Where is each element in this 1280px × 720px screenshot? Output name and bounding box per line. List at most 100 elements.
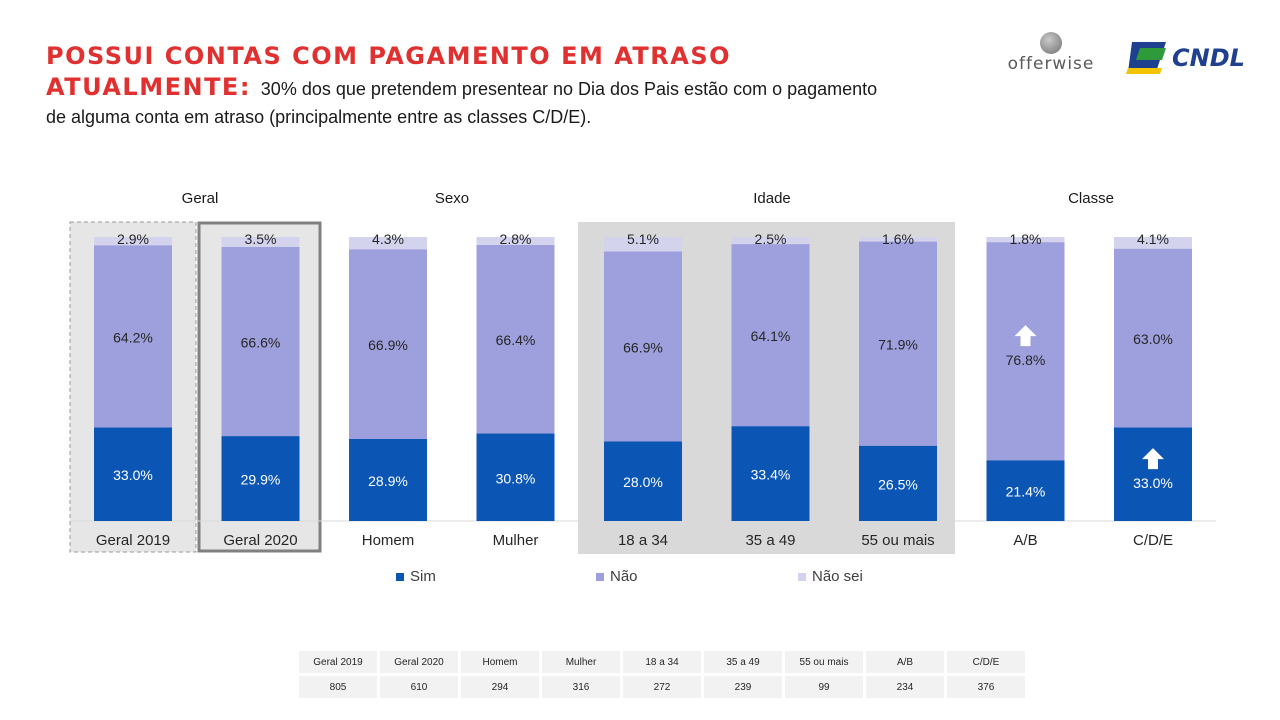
category-label-a-b: A/B	[1013, 532, 1037, 549]
table-header-cell: A/B	[863, 648, 947, 676]
data-label-nao-sei-55-ou-mais: 1.6%	[882, 231, 914, 247]
bar-segment-nao-homem	[349, 249, 427, 440]
bar-segment-sim-geral-2019	[94, 427, 172, 521]
title-block: POSSUI CONTAS COM PAGAMENTO EM ATRASO AT…	[46, 40, 986, 130]
legend-label-nao: Não	[610, 568, 638, 585]
offerwise-logo: offerwise	[996, 32, 1106, 78]
group-label-sexo: Sexo	[434, 190, 470, 207]
data-label-nao-sei-c-d-e: 4.1%	[1137, 231, 1169, 247]
data-label-sim-55-ou-mais: 26.5%	[878, 476, 918, 492]
bar-segment-nao-mulher	[476, 244, 555, 434]
data-label-sim-c-d-e: 33.0%	[1133, 475, 1173, 491]
data-label-nao-geral-2019: 64.2%	[113, 329, 153, 345]
table-cell: 272	[620, 673, 704, 701]
bar-segment-nao-geral-2019	[94, 245, 172, 428]
up-arrow-icon	[1142, 448, 1164, 470]
bar-segment-nao-c-d-e	[1114, 248, 1192, 428]
data-label-nao-sei-18-a-34: 5.1%	[627, 231, 659, 247]
data-label-sim-geral-2019: 33.0%	[113, 467, 153, 483]
bar-segment-sim-55-ou-mais	[859, 445, 937, 521]
legend-label-nao-sei: Não sei	[812, 568, 863, 585]
bar-segment-nao-sei-geral-2020	[221, 237, 300, 247]
cndl-emblem-icon	[1126, 42, 1166, 74]
category-label-c-d-e: C/D/E	[1133, 532, 1173, 549]
legend-swatch-sim	[396, 572, 404, 581]
bar-segment-nao-sei-homem	[349, 237, 427, 250]
bar-segment-sim-geral-2020	[221, 436, 300, 521]
data-label-nao-sei-mulher: 2.8%	[500, 231, 532, 247]
data-label-sim-18-a-34: 28.0%	[623, 474, 663, 490]
offerwise-logo-text: offerwise	[1007, 54, 1095, 74]
table-header-cell: Mulher	[539, 648, 623, 676]
table-header-cell: 35 a 49	[701, 648, 785, 676]
table-cell: 294	[458, 673, 542, 701]
bar-segment-sim-a-b	[986, 460, 1065, 521]
group-label-idade: Idade	[753, 190, 791, 207]
legend-item-sim: Sim	[396, 568, 436, 585]
category-label-55-ou-mais: 55 ou mais	[861, 532, 934, 549]
table-header-cell: C/D/E	[944, 648, 1028, 676]
bar-segment-nao-sei-35-a-49	[731, 237, 810, 245]
table-header-cell: Geral 2019	[296, 648, 380, 676]
bar-segment-sim-18-a-34	[604, 441, 682, 521]
bar-segment-nao-sei-mulher	[476, 237, 555, 245]
category-label-35-a-49: 35 a 49	[745, 532, 795, 549]
cndl-logo-text: CNDL	[1172, 44, 1245, 72]
data-label-sim-mulher: 30.8%	[496, 470, 536, 486]
data-label-sim-geral-2020: 29.9%	[241, 472, 281, 488]
bar-segment-sim-35-a-49	[731, 426, 810, 521]
data-label-nao-sei-a-b: 1.8%	[1010, 231, 1042, 247]
page-subtitle-part2: de alguma conta em atraso (principalment…	[46, 107, 592, 127]
table-cell: 99	[782, 673, 866, 701]
bar-segment-nao-sei-55-ou-mais	[859, 237, 937, 242]
data-label-nao-sei-35-a-49: 2.5%	[755, 231, 787, 247]
table-cell: 239	[701, 673, 785, 701]
cndl-logo: CNDL	[1126, 38, 1246, 78]
data-label-nao-sei-geral-2019: 2.9%	[117, 231, 149, 247]
bar-segment-nao-sei-geral-2019	[94, 237, 172, 246]
bar-segment-sim-mulher	[476, 433, 555, 521]
legend-item-nao: Não	[596, 568, 638, 585]
data-label-nao-55-ou-mais: 71.9%	[878, 337, 918, 353]
data-label-nao-mulher: 66.4%	[496, 332, 536, 348]
category-label-homem: Homem	[362, 532, 415, 549]
up-arrow-icon	[1014, 325, 1037, 347]
data-label-nao-35-a-49: 64.1%	[751, 328, 791, 344]
page-title-bold: ATUALMENTE:	[46, 73, 251, 101]
group-label-geral: Geral	[181, 190, 219, 207]
table-header-row: Geral 2019 Geral 2020 Homem Mulher 18 a …	[296, 648, 1028, 676]
sample-size-table: Geral 2019 Geral 2020 Homem Mulher 18 a …	[296, 648, 1028, 701]
table-cell: 234	[863, 673, 947, 701]
table-cell: 805	[296, 673, 380, 701]
bar-segment-nao-55-ou-mais	[859, 241, 937, 446]
legend-swatch-nao	[596, 572, 604, 581]
data-label-nao-18-a-34: 66.9%	[623, 339, 663, 355]
category-label-geral-2020: Geral 2020	[223, 532, 297, 549]
category-label-mulher: Mulher	[493, 532, 539, 549]
table-cell: 376	[944, 673, 1028, 701]
bar-segment-nao-a-b	[986, 242, 1065, 461]
table-cell: 610	[377, 673, 461, 701]
table-header-cell: 55 ou mais	[782, 648, 866, 676]
table-header-cell: 18 a 34	[620, 648, 704, 676]
bar-segment-sim-c-d-e	[1114, 427, 1192, 521]
category-label-geral-2019: Geral 2019	[96, 532, 170, 549]
bar-segment-nao-sei-18-a-34	[604, 237, 682, 252]
bar-segment-nao-18-a-34	[604, 251, 682, 442]
bar-segment-nao-sei-a-b	[986, 237, 1065, 243]
group-label-classe: Classe	[1068, 190, 1114, 207]
data-label-sim-35-a-49: 33.4%	[751, 467, 791, 483]
legend-swatch-nao-sei	[798, 572, 806, 581]
category-label-18-a-34: 18 a 34	[618, 532, 668, 549]
bar-segment-nao-35-a-49	[731, 244, 810, 427]
table-header-cell: Homem	[458, 648, 542, 676]
data-label-sim-a-b: 21.4%	[1006, 484, 1046, 500]
page-subtitle-part1: 30% dos que pretendem presentear no Dia …	[260, 79, 878, 99]
data-label-nao-sei-homem: 4.3%	[372, 231, 404, 247]
table-header-cell: Geral 2020	[377, 648, 461, 676]
bar-segment-nao-geral-2020	[221, 246, 300, 437]
page-title-line1: POSSUI CONTAS COM PAGAMENTO EM ATRASO	[46, 42, 732, 70]
legend-item-nao-sei: Não sei	[798, 568, 863, 585]
data-label-nao-homem: 66.9%	[368, 337, 408, 353]
data-label-nao-geral-2020: 66.6%	[241, 335, 281, 351]
